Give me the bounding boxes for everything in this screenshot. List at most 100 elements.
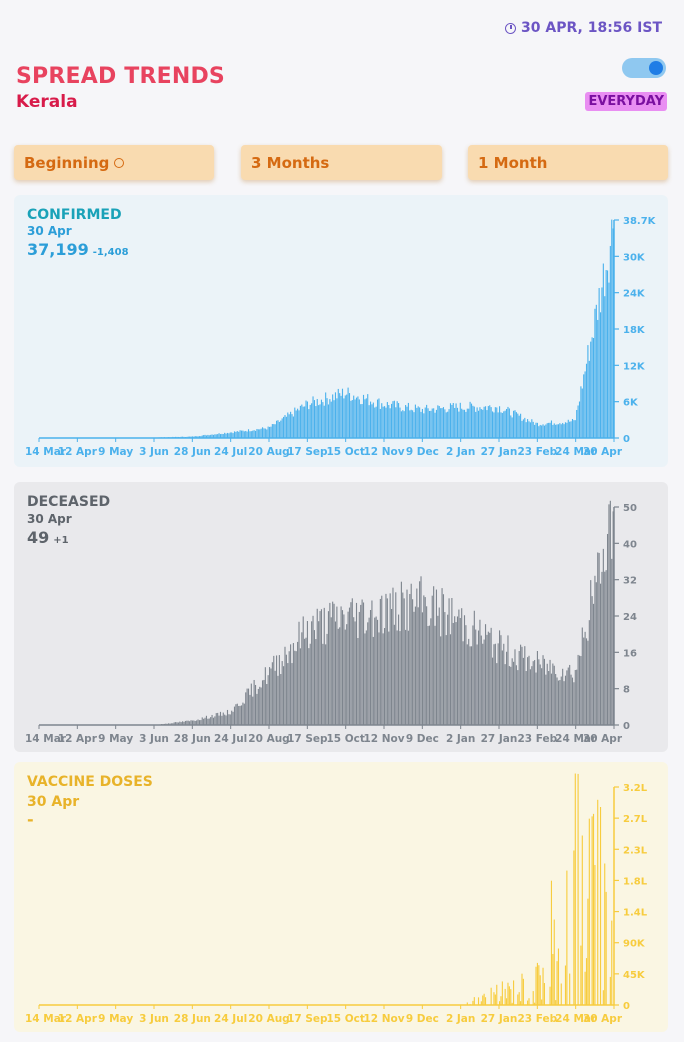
data-bar bbox=[290, 411, 292, 438]
vaccine-chart-panel[interactable]: 0 45K 90K 1.4L 1.8L 2.3L 2.7L 3.2L 14 Mar 12 Apr 9… bbox=[14, 762, 668, 1032]
data-bar bbox=[433, 408, 435, 438]
data-bar bbox=[329, 602, 331, 725]
bars bbox=[466, 773, 613, 1005]
data-bar bbox=[225, 433, 227, 438]
x-tick-label: 12 Nov bbox=[363, 446, 404, 458]
data-bar bbox=[182, 721, 184, 725]
data-bar bbox=[559, 423, 561, 438]
data-bar bbox=[309, 404, 311, 438]
confirmed-delta: -1,408 bbox=[92, 247, 129, 258]
y-tick-label: 1.8L bbox=[623, 876, 648, 887]
data-bar bbox=[491, 657, 494, 725]
data-bar bbox=[295, 651, 297, 725]
data-bar bbox=[557, 424, 560, 438]
data-bar bbox=[333, 400, 335, 438]
data-bar bbox=[278, 655, 280, 725]
data-bar bbox=[403, 411, 405, 438]
x-tick-label: 14 Mar bbox=[25, 1013, 67, 1025]
data-bar bbox=[527, 1000, 529, 1005]
data-bar bbox=[604, 571, 606, 725]
data-bar bbox=[399, 631, 401, 725]
data-bar bbox=[499, 1001, 501, 1005]
data-bar bbox=[184, 720, 186, 725]
x-tick-label: 20 Aug bbox=[248, 446, 289, 458]
data-bar bbox=[458, 609, 460, 725]
data-bar bbox=[606, 533, 609, 725]
data-bar bbox=[215, 713, 217, 725]
data-bar bbox=[249, 694, 251, 725]
data-bar bbox=[608, 504, 610, 725]
data-bar bbox=[442, 594, 445, 725]
data-bar bbox=[406, 406, 408, 438]
data-bar bbox=[538, 426, 540, 438]
data-bar bbox=[222, 434, 224, 438]
data-bar bbox=[435, 409, 438, 438]
range-1-month-button[interactable]: 1 Month bbox=[468, 145, 668, 180]
confirmed-chart-panel[interactable]: 0 6K 12K 18K 24K 30K 38.7K 14 Mar 12 Apr 9 May 3 J… bbox=[14, 195, 668, 467]
data-bar bbox=[176, 722, 178, 725]
data-bar bbox=[598, 288, 600, 438]
data-bar bbox=[419, 407, 421, 438]
data-bar bbox=[454, 407, 456, 438]
data-bar bbox=[507, 635, 509, 725]
data-bar bbox=[591, 816, 593, 1005]
data-bar bbox=[295, 410, 297, 438]
data-bar bbox=[396, 401, 398, 438]
data-bar bbox=[405, 405, 407, 438]
deceased-chart-panel[interactable]: 0 8 16 24 32 40 50 14 Mar 12 Apr 9 May 3 Jun 28 Jun… bbox=[14, 482, 668, 752]
data-bar bbox=[611, 219, 613, 438]
data-bar bbox=[557, 948, 560, 1005]
data-bar bbox=[405, 629, 407, 725]
data-bar bbox=[218, 715, 220, 725]
data-bar bbox=[357, 638, 359, 725]
data-bar bbox=[319, 611, 321, 725]
data-bar bbox=[322, 643, 324, 725]
data-bar bbox=[605, 570, 607, 725]
data-bar bbox=[566, 670, 568, 725]
data-bar bbox=[581, 835, 583, 1005]
data-bar bbox=[180, 722, 182, 725]
range-beginning-button[interactable]: Beginning bbox=[14, 145, 214, 180]
data-bar bbox=[374, 617, 376, 725]
data-bar bbox=[560, 676, 562, 725]
data-bar bbox=[355, 602, 358, 725]
scale-toggle[interactable] bbox=[622, 58, 666, 78]
data-bar bbox=[531, 419, 533, 438]
data-bar bbox=[413, 611, 415, 725]
everyday-badge[interactable]: EVERYDAY bbox=[585, 92, 667, 111]
data-bar bbox=[325, 392, 327, 438]
data-bar bbox=[253, 679, 255, 725]
range-3-months-button[interactable]: 3 Months bbox=[241, 145, 442, 180]
data-bar bbox=[388, 631, 390, 725]
data-bar bbox=[316, 398, 318, 438]
data-bar bbox=[267, 675, 269, 725]
x-tick-label: 24 Mar bbox=[555, 1013, 597, 1025]
data-bar bbox=[522, 419, 524, 438]
data-bar bbox=[438, 607, 440, 725]
data-bar bbox=[594, 575, 596, 725]
data-bar bbox=[384, 406, 386, 438]
data-bar bbox=[590, 580, 592, 725]
data-bar bbox=[336, 398, 338, 438]
data-bar bbox=[413, 412, 415, 438]
data-bar bbox=[462, 409, 464, 438]
data-bar bbox=[252, 696, 254, 725]
data-bar bbox=[468, 638, 470, 725]
data-bar bbox=[560, 983, 562, 1005]
x-tick-label: 9 Dec bbox=[406, 1013, 439, 1025]
data-bar bbox=[270, 426, 272, 438]
data-bar bbox=[470, 646, 473, 725]
data-bar bbox=[491, 411, 494, 438]
data-bar bbox=[521, 973, 523, 1005]
data-bar bbox=[388, 405, 390, 438]
data-bar bbox=[609, 245, 611, 438]
data-bar bbox=[416, 407, 418, 438]
y-tick-label: 18K bbox=[623, 325, 646, 336]
data-bar bbox=[527, 657, 529, 725]
data-bar bbox=[283, 666, 285, 725]
data-bar bbox=[469, 401, 471, 438]
data-bar bbox=[395, 592, 397, 725]
data-bar bbox=[256, 428, 258, 438]
data-bar bbox=[435, 589, 438, 725]
data-bar bbox=[253, 430, 255, 438]
